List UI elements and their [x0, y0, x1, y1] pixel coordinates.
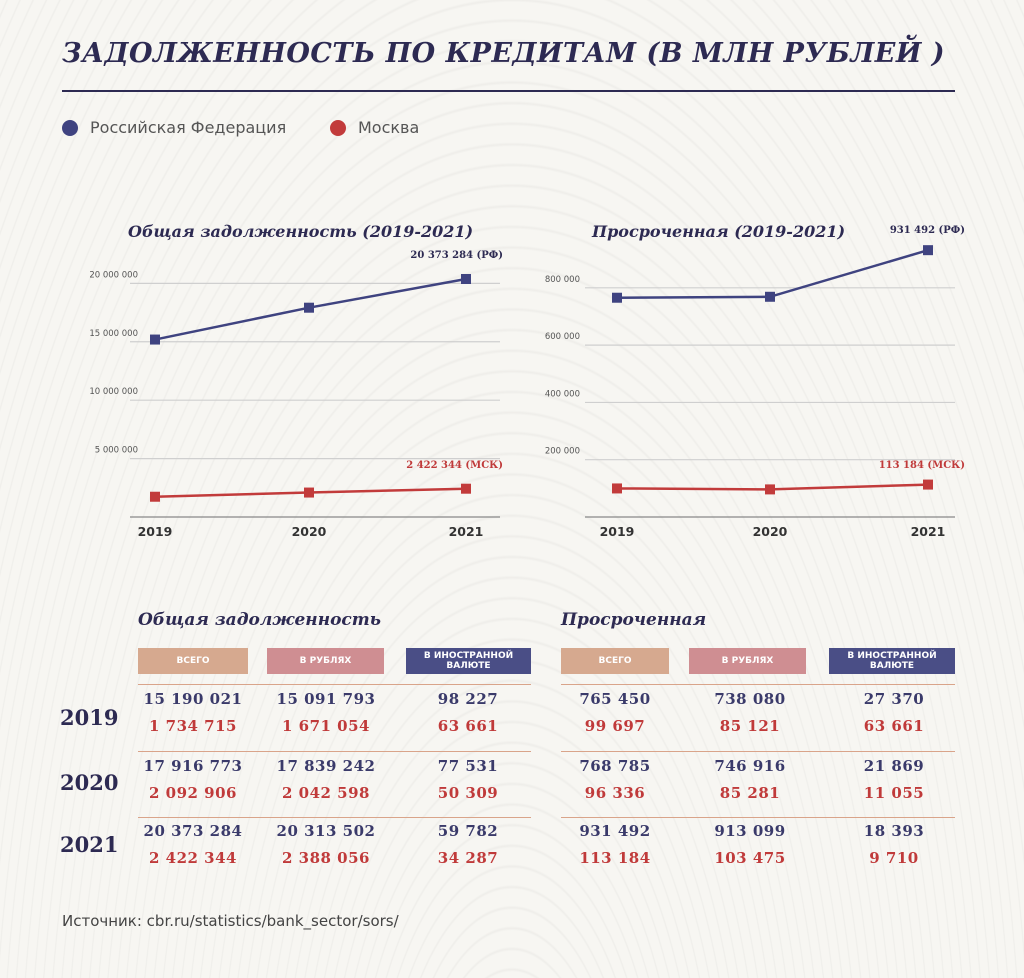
data-point-rf: [304, 302, 314, 313]
data-point-msk: [304, 487, 314, 498]
table-cell-overdue-rf: 765 450: [579, 690, 651, 708]
data-point-rf: [765, 291, 775, 302]
table-rule: [561, 751, 955, 752]
table-cell-total-msk: 1 671 054: [281, 717, 370, 735]
data-point-msk: [765, 484, 775, 495]
table-rule: [138, 751, 531, 752]
year-label: 2019: [60, 705, 119, 730]
table-cell-total-msk: 50 309: [437, 784, 499, 802]
data-point-rf: [150, 334, 160, 345]
table-title-total: Общая задолженность: [138, 610, 381, 630]
table-cell-overdue-rf: 913 099: [714, 822, 786, 840]
table-rule: [138, 684, 531, 685]
y-tick-label: 200 000: [545, 447, 580, 457]
table-rule: [561, 817, 955, 818]
table-cell-overdue-rf: 768 785: [579, 757, 651, 775]
table-cell-overdue-msk: 96 336: [584, 784, 646, 802]
legend-item-rf: Российская Федерация: [62, 118, 286, 137]
table-cell-total-msk: 2 388 056: [281, 849, 370, 867]
table-cell-total-msk: 63 661: [437, 717, 499, 735]
x-tick-label: 2021: [911, 524, 946, 539]
data-point-rf: [612, 292, 622, 303]
table-cell-total-rf: 17 839 242: [276, 757, 376, 775]
y-tick-label: 800 000: [545, 275, 580, 285]
data-label: 931 492 (РФ): [890, 225, 965, 236]
table-cell-overdue-rf: 738 080: [714, 690, 786, 708]
legend-label-rf: Российская Федерация: [90, 118, 287, 137]
x-tick-label: 2019: [600, 524, 635, 539]
table-cell-overdue-msk: 85 281: [719, 784, 781, 802]
table-cell-total-msk: 2 042 598: [281, 784, 370, 802]
legend-dot-msk-icon: [330, 119, 346, 136]
y-tick-label: 20 000 000: [89, 270, 138, 280]
table-cell-overdue-msk: 99 697: [584, 717, 646, 735]
data-point-rf: [923, 245, 933, 256]
table-cell-total-msk: 2 092 906: [148, 784, 237, 802]
data-point-msk: [612, 483, 622, 494]
table-cell-overdue-rf: 931 492: [579, 822, 651, 840]
data-point-msk: [461, 483, 471, 494]
data-point-rf: [461, 274, 471, 285]
source-note: Источник: cbr.ru/statistics/bank_sector/…: [62, 912, 399, 930]
table-cell-overdue-rf: 18 393: [863, 822, 925, 840]
chart-title-total: Общая задолженность (2019-2021): [128, 222, 474, 241]
table-cell-total-rf: 59 782: [437, 822, 499, 840]
data-label: 2 422 344 (МСК): [406, 460, 503, 471]
table-cell-overdue-msk: 63 661: [863, 717, 925, 735]
table-cell-overdue-msk: 85 121: [719, 717, 781, 735]
x-tick-label: 2019: [138, 524, 173, 539]
chart-title-overdue: Просроченная (2019-2021): [592, 222, 846, 241]
table-cell-overdue-msk: 103 475: [714, 849, 786, 867]
table-cell-total-rf: 77 531: [437, 757, 499, 775]
header-overdue-all: ВСЕГО: [561, 648, 669, 674]
legend-label-msk: Москва: [358, 118, 420, 137]
y-tick-label: 15 000 000: [89, 329, 138, 339]
chart-total: 5 000 000 10 000 000 15 000 000 20 000 000 2…: [89, 250, 503, 539]
table-cell-total-rf: 98 227: [437, 690, 499, 708]
header-total-fx: В ИНОСТРАННОЙ ВАЛЮТЕ: [406, 648, 531, 674]
legend-item-msk: Москва: [330, 118, 419, 137]
data-label: 20 373 284 (РФ): [410, 250, 503, 261]
table-cell-overdue-msk: 11 055: [863, 784, 925, 802]
y-tick-label: 10 000 000: [89, 387, 138, 397]
header-total-all: ВСЕГО: [138, 648, 248, 674]
table-cell-total-rf: 15 190 021: [143, 690, 243, 708]
table-title-overdue: Просроченная: [561, 610, 707, 630]
chart-overdue: 200 000 400 000 600 000 800 000 2019 2020 2021…: [545, 225, 965, 539]
legend-dot-rf-icon: [62, 119, 78, 136]
table-cell-total-msk: 34 287: [437, 849, 499, 867]
data-label: 113 184 (МСК): [879, 460, 965, 471]
table-cell-overdue-msk: 113 184: [579, 849, 651, 867]
table-cell-total-rf: 20 313 502: [276, 822, 376, 840]
series-line-rf: [616, 248, 929, 299]
y-tick-label: 400 000: [545, 389, 580, 399]
data-point-msk: [923, 479, 933, 490]
table-rule: [561, 684, 955, 685]
header-overdue-rub: В РУБЛЯХ: [689, 648, 806, 674]
page-title: ЗАДОЛЖЕННОСТЬ ПО КРЕДИТАМ (В МЛН РУБЛЕЙ …: [62, 38, 946, 69]
y-tick-label: 5 000 000: [95, 446, 138, 456]
table-cell-total-rf: 15 091 793: [276, 690, 376, 708]
x-tick-label: 2021: [449, 524, 484, 539]
header-overdue-fx: В ИНОСТРАННОЙ ВАЛЮТЕ: [829, 648, 955, 674]
table-cell-total-msk: 1 734 715: [148, 717, 237, 735]
header-total-rub: В РУБЛЯХ: [267, 648, 384, 674]
table-cell-overdue-rf: 21 869: [863, 757, 925, 775]
y-tick-label: 600 000: [545, 332, 580, 342]
data-point-msk: [150, 491, 160, 502]
table-cell-total-rf: 20 373 284: [143, 822, 243, 840]
year-label: 2020: [60, 770, 119, 795]
x-tick-label: 2020: [292, 524, 327, 539]
table-cell-total-rf: 17 916 773: [143, 757, 243, 775]
title-divider: [62, 90, 955, 92]
year-label: 2021: [60, 832, 119, 857]
x-tick-label: 2020: [753, 524, 788, 539]
table-cell-overdue-msk: 9 710: [869, 849, 919, 867]
table-cell-total-msk: 2 422 344: [148, 849, 237, 867]
table-cell-overdue-rf: 746 916: [714, 757, 786, 775]
table-cell-overdue-rf: 27 370: [863, 690, 925, 708]
table-rule: [138, 817, 531, 818]
